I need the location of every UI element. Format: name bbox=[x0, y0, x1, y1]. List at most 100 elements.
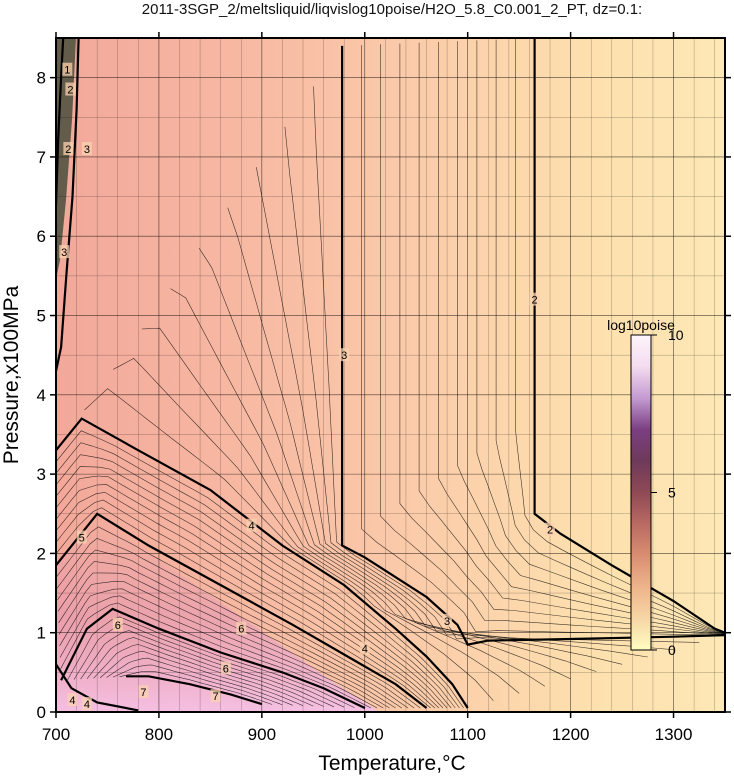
contour-line-minor bbox=[495, 39, 725, 634]
contour-line-minor bbox=[106, 657, 293, 706]
contour-line-minor bbox=[457, 41, 725, 634]
contour-label-bg bbox=[81, 142, 92, 156]
contour-label: 4 bbox=[84, 699, 90, 711]
contour-label-bg bbox=[67, 693, 78, 707]
high-viscosity-region bbox=[56, 520, 380, 712]
y-tick-label: 6 bbox=[37, 227, 46, 246]
contour-label: 3 bbox=[341, 350, 347, 362]
contour-line-minor bbox=[112, 664, 283, 706]
contour-line-minor bbox=[476, 40, 725, 634]
y-tick-label: 8 bbox=[37, 69, 46, 88]
contour-line-4 bbox=[56, 417, 469, 709]
contour-line-7 bbox=[126, 675, 263, 706]
contour-line-4 bbox=[56, 663, 139, 712]
contour-line-minor bbox=[56, 475, 448, 709]
contour-label: 4 bbox=[362, 644, 368, 656]
contour-label-bg bbox=[59, 245, 70, 259]
contour-label-bg bbox=[76, 530, 87, 544]
contour-line-minor bbox=[170, 288, 571, 680]
x-tick-label: 1200 bbox=[552, 725, 590, 744]
contour-label-bg bbox=[236, 621, 247, 635]
contour-label-bg bbox=[220, 661, 231, 675]
x-tick-label: 1100 bbox=[449, 725, 486, 744]
x-tick-label: 1300 bbox=[655, 725, 693, 744]
contour-label-bg bbox=[65, 82, 76, 96]
contour-line-minor bbox=[84, 388, 494, 701]
x-tick-label: 700 bbox=[42, 725, 70, 744]
contour-line-minor bbox=[56, 430, 464, 709]
contour-line-minor bbox=[59, 588, 384, 709]
contour-label: 4 bbox=[69, 695, 75, 707]
contour-line-minor bbox=[380, 44, 725, 635]
contour-label: 6 bbox=[115, 620, 121, 632]
colorbar-ramp bbox=[630, 334, 652, 651]
y-tick-label: 3 bbox=[37, 465, 46, 484]
contour-label: 7 bbox=[140, 687, 146, 699]
plot-frame bbox=[55, 37, 726, 713]
major-contours bbox=[56, 38, 725, 712]
contour-line-minor bbox=[93, 644, 314, 707]
contour-label-bg bbox=[442, 613, 453, 627]
contour-line-minor bbox=[113, 358, 520, 694]
contour-line-minor bbox=[56, 499, 436, 709]
x-tick-label: 1000 bbox=[346, 725, 384, 744]
contour-label: 6 bbox=[223, 663, 229, 675]
y-tick-label: 5 bbox=[37, 307, 46, 326]
y-axis-label: Pressure,x100MPa bbox=[0, 285, 23, 464]
contour-line-minor bbox=[80, 630, 335, 708]
contour-label-bg bbox=[81, 697, 92, 711]
y-tick-label: 1 bbox=[37, 624, 46, 643]
contour-line-6 bbox=[60, 607, 366, 709]
x-axis-label: Temperature,°C bbox=[318, 752, 465, 775]
contour-line-minor bbox=[56, 442, 460, 709]
contour-label: 5 bbox=[79, 533, 85, 545]
colorbar-tick-label: 0 bbox=[668, 642, 676, 658]
contour-line-minor bbox=[56, 466, 452, 709]
y-tick-label: 2 bbox=[37, 544, 46, 563]
contour-line-minor bbox=[361, 45, 725, 636]
x-tick-label: 900 bbox=[248, 725, 276, 744]
contour-line-minor bbox=[56, 538, 415, 709]
x-tick-label: 800 bbox=[145, 725, 173, 744]
contour-label: 2 bbox=[67, 85, 73, 97]
contour-line-minor bbox=[56, 454, 456, 709]
contour-line-minor bbox=[58, 572, 396, 709]
contour-label-bg bbox=[62, 62, 73, 76]
colorbar: log10poise 0 5 10 bbox=[607, 317, 684, 658]
contour-label-bg bbox=[529, 292, 540, 306]
contour-line-minor bbox=[57, 549, 409, 709]
contour-line-minor bbox=[515, 38, 725, 634]
contour-label: 2 bbox=[532, 295, 538, 307]
contour-label-bg bbox=[339, 348, 350, 362]
contour-line-minor bbox=[438, 42, 725, 635]
contour-label-bg bbox=[210, 689, 221, 703]
contour-label: 3 bbox=[84, 144, 90, 156]
contour-label: 3 bbox=[444, 616, 450, 628]
contour-line-3 bbox=[56, 38, 80, 372]
y-axis-ticks: 0 1 2 3 4 5 6 7 8 bbox=[37, 69, 731, 722]
contour-label-bg bbox=[545, 522, 556, 536]
contour-line-minor bbox=[67, 616, 355, 708]
y-tick-label: 0 bbox=[37, 703, 46, 722]
contour-label: 4 bbox=[248, 521, 254, 533]
contour-label: 3 bbox=[61, 247, 67, 259]
contour-label: 1 bbox=[64, 65, 70, 77]
colorbar-tick-label: 5 bbox=[668, 485, 676, 501]
contour-line-minor bbox=[73, 623, 345, 708]
contour-line-minor bbox=[58, 580, 390, 709]
contour-line-minor bbox=[418, 42, 725, 635]
contour-line-minor bbox=[59, 595, 378, 709]
y-tick-label: 7 bbox=[37, 148, 46, 167]
contour-line-2 bbox=[56, 38, 65, 205]
colorbar-label: log10poise bbox=[607, 317, 675, 333]
contour-line-minor bbox=[60, 602, 372, 709]
contour-line-minor bbox=[56, 491, 440, 709]
colorbar-ticks: 0 5 10 bbox=[651, 327, 684, 658]
contour-label-bg bbox=[138, 685, 149, 699]
contour-line-5 bbox=[56, 512, 428, 709]
contour-line-minor bbox=[399, 43, 725, 635]
contour-line-minor bbox=[141, 327, 546, 687]
